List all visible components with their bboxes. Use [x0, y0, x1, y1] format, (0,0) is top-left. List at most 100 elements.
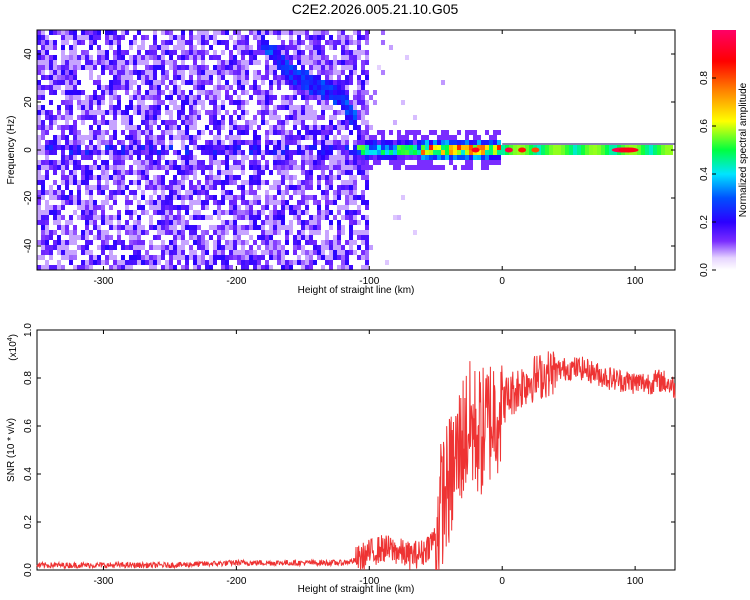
colorbar: 0.00.20.40.60.8 Normalized spectral ampl… — [699, 30, 749, 277]
spectrogram-cell — [137, 260, 141, 265]
spectrogram-cell — [413, 155, 417, 160]
spectrogram-cell — [169, 100, 173, 105]
spectrogram-cell — [101, 215, 105, 220]
spectrogram-cell — [241, 150, 245, 155]
spectrogram-cell — [161, 265, 165, 270]
spectrogram-cell — [157, 175, 161, 180]
spectrogram-cell — [409, 165, 413, 170]
spectrogram-cell — [337, 35, 341, 40]
spectrogram-cell — [273, 140, 277, 145]
spectrogram-cell — [189, 135, 193, 140]
spectrogram-cell — [221, 210, 225, 215]
spectrogram-cell — [265, 230, 269, 235]
spectrogram-cell — [277, 260, 281, 265]
spectrogram-cell — [69, 150, 73, 155]
spectrogram-cell — [97, 35, 101, 40]
spectrogram-cell — [381, 135, 385, 140]
spectrogram-cell — [137, 185, 141, 190]
spectrogram-cell — [77, 265, 81, 270]
spectrogram-cell — [181, 40, 185, 45]
spectrogram-cell — [101, 140, 105, 145]
spectrogram-cell — [53, 180, 57, 185]
spectrogram-cell — [109, 190, 113, 195]
spectrogram-cell — [133, 235, 137, 240]
spectrogram-cell — [57, 140, 61, 145]
spectrogram-cell — [57, 80, 61, 85]
spectrogram-cell — [233, 180, 237, 185]
spectrogram-cell — [537, 145, 541, 150]
spectrogram-cell — [337, 205, 341, 210]
spectrogram-cell — [261, 105, 265, 110]
spectrogram-cell — [205, 40, 209, 45]
spectrogram-cell — [357, 115, 361, 120]
spectrogram-cell — [365, 35, 369, 40]
spectrogram-cell — [345, 120, 349, 125]
spectrogram-cell — [201, 105, 205, 110]
spectrogram-cell — [45, 225, 49, 230]
spectrogram-cell — [73, 30, 77, 35]
spectrogram-cell — [461, 140, 465, 145]
spectrogram-cell — [105, 230, 109, 235]
spectrogram-cell — [61, 250, 65, 255]
spectrogram-cell — [401, 195, 405, 200]
spectrogram-cell — [185, 265, 189, 270]
spectrogram-cell — [405, 55, 409, 60]
spectrogram-cell — [289, 185, 293, 190]
spectrogram-cell — [69, 220, 73, 225]
spectrogram-cell — [101, 120, 105, 125]
spectrogram-cell — [261, 35, 265, 40]
spectrogram-cell — [77, 135, 81, 140]
spectrogram-cell — [365, 165, 369, 170]
spectrogram-cell — [617, 150, 621, 155]
spectrogram-cell — [181, 145, 185, 150]
spectrogram-cell — [245, 120, 249, 125]
spectrogram-cell — [621, 150, 625, 155]
spectrogram-cell — [185, 130, 189, 135]
spectrogram-cell — [145, 165, 149, 170]
spectrogram-cell — [309, 125, 313, 130]
spectrogram-cell — [129, 145, 133, 150]
spectrogram-cell — [517, 150, 521, 155]
spectrogram-cell — [345, 80, 349, 85]
spectrogram-cell — [317, 185, 321, 190]
spectrogram-cell — [289, 45, 293, 50]
spectrogram-cell — [89, 145, 93, 150]
spectrogram-cell — [101, 190, 105, 195]
spectrogram-cell — [229, 85, 233, 90]
spectrogram-cell — [345, 140, 349, 145]
spectrogram-cell — [285, 60, 289, 65]
spectrogram-cell — [521, 150, 525, 155]
spectrogram-cell — [285, 145, 289, 150]
spectrogram-x-tick-label: -200 — [226, 276, 246, 287]
spectrogram-cell — [149, 140, 153, 145]
spectrogram-cell — [65, 180, 69, 185]
spectrogram-cell — [121, 185, 125, 190]
spectrogram-cell — [273, 245, 277, 250]
spectrogram-cell — [197, 85, 201, 90]
spectrogram-cell — [149, 120, 153, 125]
spectrogram-cell — [129, 180, 133, 185]
spectrogram-cell — [89, 35, 93, 40]
spectrogram-cell — [97, 135, 101, 140]
spectrogram-cell — [253, 265, 257, 270]
spectrogram-cell — [285, 160, 289, 165]
spectrogram-cell — [37, 50, 41, 55]
spectrogram-cell — [253, 165, 257, 170]
snr-y-multiplier: (x104) — [7, 334, 19, 361]
spectrogram-cell — [393, 160, 397, 165]
spectrogram-cell — [77, 195, 81, 200]
spectrogram-cell — [57, 190, 61, 195]
spectrogram-cell — [153, 105, 157, 110]
spectrogram-cell — [329, 95, 333, 100]
spectrogram-cell — [289, 260, 293, 265]
spectrogram-cell — [321, 30, 325, 35]
spectrogram-cell — [297, 230, 301, 235]
spectrogram-cell — [297, 80, 301, 85]
spectrogram-cell — [165, 120, 169, 125]
spectrogram-cell — [117, 35, 121, 40]
spectrogram-cell — [189, 225, 193, 230]
spectrogram-cell — [505, 150, 509, 155]
spectrogram-cell — [325, 175, 329, 180]
spectrogram-cell — [73, 40, 77, 45]
spectrogram-cell — [301, 245, 305, 250]
